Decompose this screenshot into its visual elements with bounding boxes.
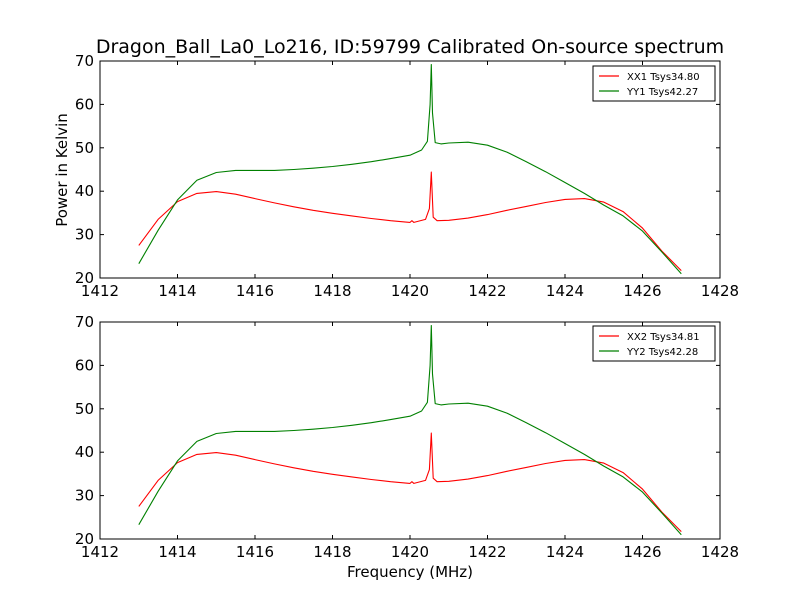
y-tick-label: 20 [75, 269, 94, 287]
y-axis-label: Power in Kelvin [53, 113, 71, 227]
x-tick-label: 1426 [623, 282, 661, 300]
x-tick-label: 1412 [81, 543, 119, 561]
y-tick-label: 70 [75, 313, 94, 331]
x-tick-label: 1414 [158, 543, 196, 561]
legend-label: XX2 Tsys34.81 [627, 332, 700, 343]
y-tick-label: 40 [75, 182, 94, 200]
x-tick-label: 1424 [546, 543, 584, 561]
x-axis-label: Frequency (MHz) [347, 563, 473, 581]
x-tick-label: 1418 [313, 282, 351, 300]
y-tick-label: 60 [75, 356, 94, 374]
series-line-xx [138, 432, 682, 532]
x-tick-label: 1418 [313, 543, 351, 561]
legend-label: XX1 Tsys34.80 [627, 72, 700, 83]
y-tick-label: 50 [75, 400, 94, 418]
x-tick-label: 1422 [468, 282, 506, 300]
series-line-xx [138, 171, 682, 271]
x-tick-label: 1412 [81, 282, 119, 300]
x-tick-label: 1422 [468, 543, 506, 561]
x-tick-label: 1416 [236, 543, 274, 561]
bottom-panel: 1412 1414 1416 1418 1420 1422 1424 1426 1428 20 30… [75, 313, 739, 561]
x-tick-label: 1414 [158, 282, 196, 300]
x-tick-label: 1428 [701, 543, 739, 561]
x-tick-label: 1428 [701, 282, 739, 300]
x-tick-label: 1420 [391, 543, 429, 561]
y-tick-label: 40 [75, 443, 94, 461]
chart-title: Dragon_Ball_La0_Lo216, ID:59799 Calibrat… [96, 36, 724, 58]
y-tick-label: 70 [75, 52, 94, 70]
series-line-yy [138, 324, 682, 536]
series-line-yy [138, 63, 682, 275]
x-tick-label: 1426 [623, 543, 661, 561]
x-tick-label: 1424 [546, 282, 584, 300]
y-tick-label: 30 [75, 226, 94, 244]
y-tick-label: 30 [75, 487, 94, 505]
x-tick-label: 1416 [236, 282, 274, 300]
legend-box [592, 65, 716, 102]
y-tick-label: 60 [75, 95, 94, 113]
y-tick-label: 50 [75, 139, 94, 157]
legend-label: YY2 Tsys42.28 [626, 347, 698, 358]
x-tick-label: 1420 [391, 282, 429, 300]
top-panel: 1412 1414 1416 1418 1420 1422 1424 1426 1428 20 30… [75, 52, 739, 300]
y-tick-label: 20 [75, 530, 94, 548]
legend-label: YY1 Tsys42.27 [626, 87, 698, 98]
legend-box [592, 325, 716, 362]
